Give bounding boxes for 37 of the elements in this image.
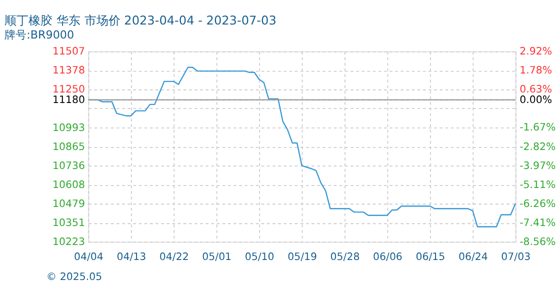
y-tick-label: 10223 (52, 236, 85, 248)
y2-tick-label: -7.41% (520, 218, 556, 229)
y-tick-label: 10351 (52, 218, 85, 229)
y-tick-label: 10479 (52, 199, 85, 210)
x-tick-label: 04/13 (116, 252, 146, 263)
y2-tick-label: 1.78% (520, 66, 552, 76)
text: © 2025.05 (46, 272, 102, 283)
y2-tick-label: 2.92% (520, 46, 552, 58)
x-tick-label: 04/04 (74, 252, 104, 263)
x-tick-label: 06/24 (458, 252, 488, 263)
y2-tick-label: 0.00% (520, 95, 552, 106)
y-tick-label: 11250 (52, 84, 85, 96)
y2-tick-label: -2.82% (520, 142, 556, 153)
chart-title: 顺丁橡胶 华东 市场价 2023-04-04 - 2023-07-03 (4, 13, 276, 28)
y-tick-label: 10865 (52, 142, 85, 153)
x-tick-label: 05/28 (330, 252, 360, 263)
y-tick-label: 11378 (52, 66, 85, 77)
y2-tick-label: -1.67% (520, 122, 556, 134)
x-tick-label: 06/06 (373, 252, 402, 263)
line-series (88, 66, 516, 228)
x-tick-label: 05/19 (288, 252, 317, 263)
y-tick-label: 10993 (52, 122, 85, 134)
x-tick-label: 06/15 (416, 252, 446, 263)
x-tick-label: 07/03 (501, 252, 531, 263)
y2-tick-label: -3.97% (520, 160, 556, 172)
y2-tick-label: -6.26% (520, 198, 556, 210)
y-tick-label: 11507 (52, 46, 85, 58)
y2-tick-label: -5.11% (520, 180, 556, 191)
chart-subtitle: 牌号:BR9000 (4, 28, 74, 42)
y-tick-label: 10736 (52, 160, 85, 172)
y2-tick-label: 0.63% (520, 84, 552, 96)
x-tick-label: 05/10 (244, 252, 274, 263)
y-tick-label: 11180 (52, 95, 85, 106)
x-tick-label: 04/22 (159, 252, 189, 263)
y-tick-label: 10608 (52, 180, 85, 191)
y2-tick-label: -8.56% (520, 236, 556, 248)
x-tick-label: 05/01 (202, 252, 232, 263)
